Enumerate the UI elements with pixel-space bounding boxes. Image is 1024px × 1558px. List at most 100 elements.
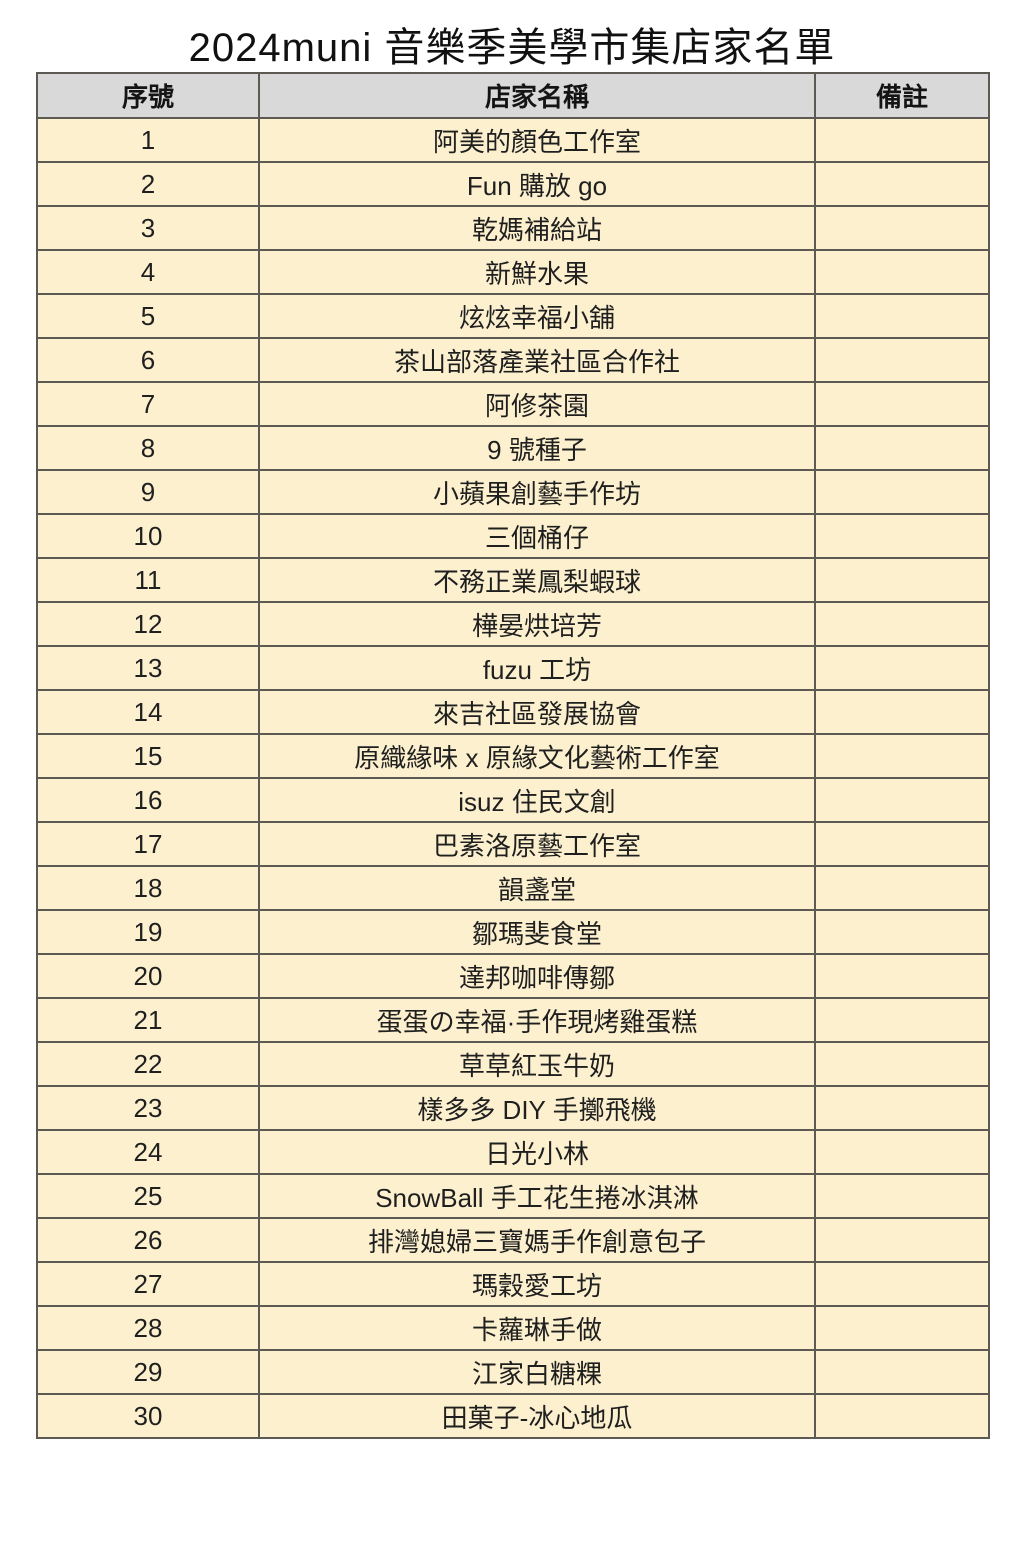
note-cell	[814, 557, 990, 603]
table-row: 1 阿美的顏色工作室	[36, 117, 990, 163]
table-row: 10 三個桶仔	[36, 513, 990, 559]
table-row: 13 fuzu 工坊	[36, 645, 990, 691]
store-name-cell: 原織緣味 x 原緣文化藝術工作室	[258, 733, 816, 779]
row-number-cell: 20	[36, 953, 260, 999]
row-number-cell: 19	[36, 909, 260, 955]
table-row: 12 樺晏烘培芳	[36, 601, 990, 647]
note-cell	[814, 425, 990, 471]
table-row: 11 不務正業鳳梨蝦球	[36, 557, 990, 603]
note-cell	[814, 909, 990, 955]
store-name-cell: 韻盞堂	[258, 865, 816, 911]
store-name-cell: isuz 住民文創	[258, 777, 816, 823]
row-number-cell: 14	[36, 689, 260, 735]
column-header-store-name: 店家名稱	[258, 72, 816, 119]
store-name-cell: 排灣媳婦三寶媽手作創意包子	[258, 1217, 816, 1263]
store-name-cell: 9 號種子	[258, 425, 816, 471]
note-cell	[814, 249, 990, 295]
note-cell	[814, 469, 990, 515]
store-name-cell: 樺晏烘培芳	[258, 601, 816, 647]
store-name-cell: 阿美的顏色工作室	[258, 117, 816, 163]
store-name-cell: 瑪穀愛工坊	[258, 1261, 816, 1307]
store-name-cell: 江家白糖粿	[258, 1349, 816, 1395]
row-number-cell: 24	[36, 1129, 260, 1175]
store-name-cell: 阿修茶園	[258, 381, 816, 427]
store-name-cell: SnowBall 手工花生捲冰淇淋	[258, 1173, 816, 1219]
table-row: 21 蛋蛋の幸福·手作現烤雞蛋糕	[36, 997, 990, 1043]
store-name-cell: 蛋蛋の幸福·手作現烤雞蛋糕	[258, 997, 816, 1043]
note-cell	[814, 161, 990, 207]
note-cell	[814, 601, 990, 647]
row-number-cell: 27	[36, 1261, 260, 1307]
store-name-cell: Fun 購放 go	[258, 161, 816, 207]
table-row: 19 鄒瑪斐食堂	[36, 909, 990, 955]
note-cell	[814, 293, 990, 339]
note-cell	[814, 381, 990, 427]
row-number-cell: 13	[36, 645, 260, 691]
table-row: 20 達邦咖啡傳鄒	[36, 953, 990, 999]
store-name-cell: 鄒瑪斐食堂	[258, 909, 816, 955]
store-name-cell: 樣多多 DIY 手擲飛機	[258, 1085, 816, 1131]
row-number-cell: 16	[36, 777, 260, 823]
row-number-cell: 12	[36, 601, 260, 647]
table-row: 25 SnowBall 手工花生捲冰淇淋	[36, 1173, 990, 1219]
row-number-cell: 9	[36, 469, 260, 515]
row-number-cell: 10	[36, 513, 260, 559]
row-number-cell: 29	[36, 1349, 260, 1395]
store-name-cell: 茶山部落產業社區合作社	[258, 337, 816, 383]
store-name-cell: 小蘋果創藝手作坊	[258, 469, 816, 515]
column-header-number: 序號	[36, 72, 260, 119]
row-number-cell: 3	[36, 205, 260, 251]
table-row: 18 韻盞堂	[36, 865, 990, 911]
note-cell	[814, 1173, 990, 1219]
store-name-cell: 不務正業鳳梨蝦球	[258, 557, 816, 603]
store-name-cell: 草草紅玉牛奶	[258, 1041, 816, 1087]
row-number-cell: 22	[36, 1041, 260, 1087]
table-row: 6 茶山部落產業社區合作社	[36, 337, 990, 383]
store-name-cell: 乾媽補給站	[258, 205, 816, 251]
row-number-cell: 26	[36, 1217, 260, 1263]
row-number-cell: 2	[36, 161, 260, 207]
row-number-cell: 23	[36, 1085, 260, 1131]
note-cell	[814, 117, 990, 163]
row-number-cell: 6	[36, 337, 260, 383]
note-cell	[814, 997, 990, 1043]
row-number-cell: 30	[36, 1393, 260, 1439]
note-cell	[814, 1349, 990, 1395]
row-number-cell: 8	[36, 425, 260, 471]
table-body: 1 阿美的顏色工作室 2 Fun 購放 go 3 乾媽補給站 4 新鮮水果 5 炫炫幸福小舖 6 茶山…	[36, 117, 990, 1439]
store-name-cell: 巴素洛原藝工作室	[258, 821, 816, 867]
row-number-cell: 25	[36, 1173, 260, 1219]
row-number-cell: 28	[36, 1305, 260, 1351]
table-row: 17 巴素洛原藝工作室	[36, 821, 990, 867]
table-row: 14 來吉社區發展協會	[36, 689, 990, 735]
table-row: 7 阿修茶園	[36, 381, 990, 427]
store-name-cell: 三個桶仔	[258, 513, 816, 559]
store-name-cell: 炫炫幸福小舖	[258, 293, 816, 339]
table-row: 28 卡蘿琳手做	[36, 1305, 990, 1351]
note-cell	[814, 205, 990, 251]
vendor-list-table: 序號 店家名稱 備註 1 阿美的顏色工作室 2 Fun 購放 go 3 乾媽補給站 4 新鮮水…	[36, 72, 990, 1439]
note-cell	[814, 337, 990, 383]
store-name-cell: 新鮮水果	[258, 249, 816, 295]
table-row: 5 炫炫幸福小舖	[36, 293, 990, 339]
row-number-cell: 15	[36, 733, 260, 779]
row-number-cell: 18	[36, 865, 260, 911]
table-row: 23 樣多多 DIY 手擲飛機	[36, 1085, 990, 1131]
table-header-row: 序號 店家名稱 備註	[36, 72, 990, 119]
table-row: 26 排灣媳婦三寶媽手作創意包子	[36, 1217, 990, 1263]
row-number-cell: 4	[36, 249, 260, 295]
note-cell	[814, 953, 990, 999]
table-row: 22 草草紅玉牛奶	[36, 1041, 990, 1087]
note-cell	[814, 1217, 990, 1263]
column-header-note: 備註	[814, 72, 990, 119]
row-number-cell: 1	[36, 117, 260, 163]
row-number-cell: 17	[36, 821, 260, 867]
note-cell	[814, 1261, 990, 1307]
store-name-cell: 日光小林	[258, 1129, 816, 1175]
table-row: 24 日光小林	[36, 1129, 990, 1175]
table-row: 30 田菓子-冰心地瓜	[36, 1393, 990, 1439]
table-row: 2 Fun 購放 go	[36, 161, 990, 207]
table-row: 15 原織緣味 x 原緣文化藝術工作室	[36, 733, 990, 779]
table-row: 16 isuz 住民文創	[36, 777, 990, 823]
